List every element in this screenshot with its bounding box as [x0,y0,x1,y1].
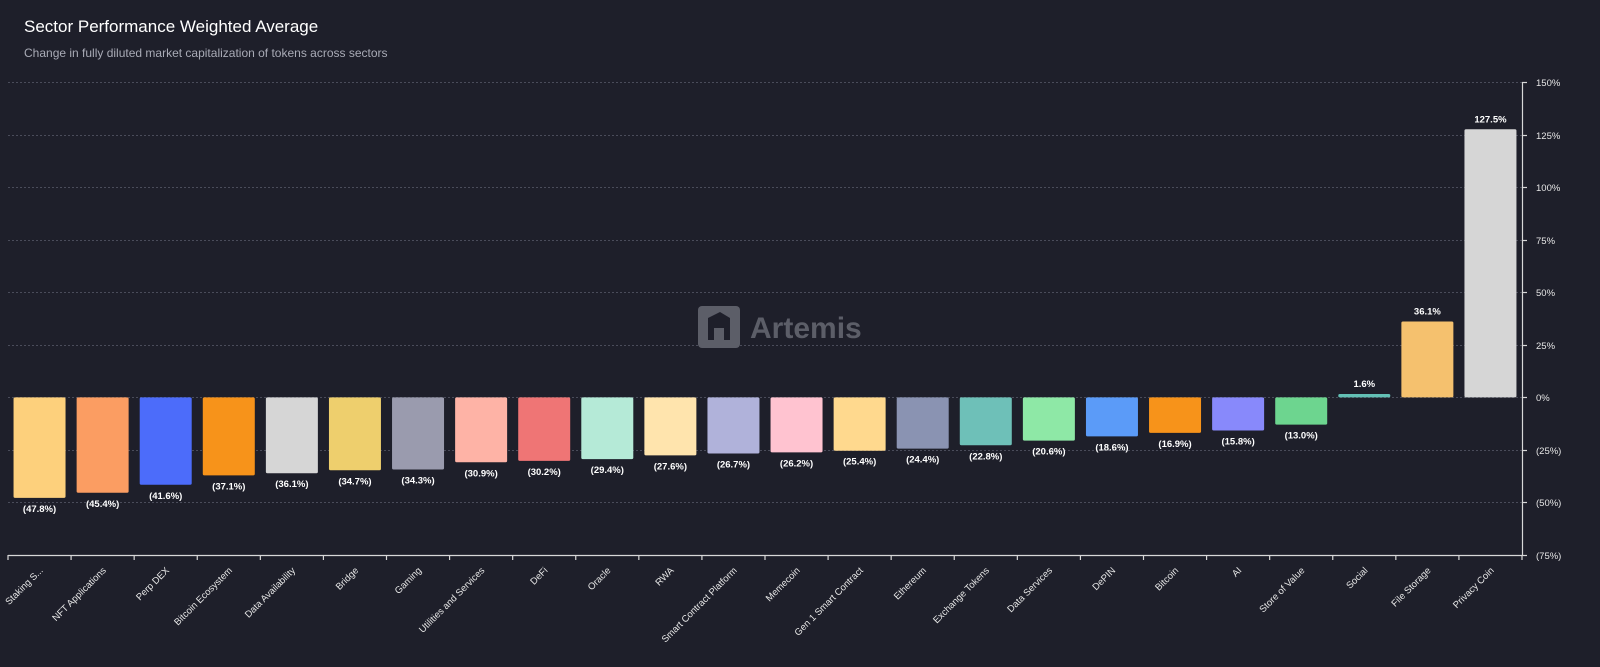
category-label: Bitcoin Ecosystem [172,565,235,628]
category-label: Exchange Tokens [931,565,992,626]
bar[interactable] [328,397,381,471]
bar-value-label: (22.8%) [969,451,1002,462]
bar-value-label: (24.4%) [906,455,939,466]
bar[interactable] [518,397,571,461]
bar[interactable] [770,397,823,453]
bar-value-label: (41.6%) [149,491,182,502]
bar-value-label: (20.6%) [1032,447,1065,458]
watermark-text: Artemis [750,312,862,345]
bar[interactable] [833,397,886,451]
bar[interactable] [13,397,66,498]
bar-value-label: (34.7%) [338,476,371,487]
bar-value-label: (45.4%) [86,499,119,510]
category-label: Privacy Coin [1451,565,1496,610]
bar-value-label: (27.6%) [654,461,687,472]
chart-subtitle: Change in fully diluted market capitaliz… [24,46,388,60]
bar[interactable] [1338,393,1391,398]
category-label: Utilities and Services [417,565,487,635]
artemis-logo-glyph [708,312,730,340]
bar-value-label: (36.1%) [275,479,308,490]
bar[interactable] [1212,397,1265,431]
bar-value-label: 1.6% [1353,379,1375,390]
y-tick-label: (25%) [1536,446,1561,457]
category-label: Data Availability [243,565,298,620]
category-label: Oracle [586,565,614,593]
artemis-watermark: Artemis [698,306,862,348]
y-tick-label: 25% [1536,341,1556,352]
bar-value-label: (34.3%) [401,475,434,486]
axes: 150% 125% 100% 75% 50% 25% 0% (25%) (50%) (75%) St… [4,78,1562,645]
category-label: File Storage [1389,565,1433,609]
category-label: Bitcoin [1153,565,1181,593]
bar-value-label: 36.1% [1414,306,1441,317]
bar[interactable] [959,397,1012,446]
bar[interactable] [139,397,192,485]
bar[interactable] [455,397,508,463]
bar-value-label: (47.8%) [23,504,56,515]
y-tick-label: 150% [1536,78,1561,89]
category-label: Bridge [334,565,361,592]
chart-title: Sector Performance Weighted Average [24,17,319,36]
bar[interactable] [581,397,634,460]
category-label: Staking S... [4,565,46,607]
category-label: RWA [653,565,677,589]
bar[interactable] [1149,397,1202,433]
bar-value-label: (25.4%) [843,457,876,468]
bar[interactable] [707,397,760,454]
bar-value-label: 127.5% [1474,114,1507,125]
bar[interactable] [644,397,697,456]
bar-value-label: (13.0%) [1285,431,1318,442]
y-tick-label: 125% [1536,131,1561,142]
category-label: Memecoin [764,565,803,604]
category-label: DeFi [528,565,550,587]
category-label: Perp DEX [134,565,172,603]
bar[interactable] [1085,397,1138,437]
bar[interactable] [1275,397,1328,425]
category-label: Gaming [393,565,424,596]
bar[interactable] [896,397,949,449]
bars: (47.8%) (45.4%) (41.6%) (37.1%) (36.1%) (34.7… [13,114,1517,515]
bar-value-label: (30.9%) [464,468,497,479]
y-tick-label: 100% [1536,183,1561,194]
bar-value-label: (18.6%) [1095,442,1128,453]
bar-value-label: (26.7%) [717,459,750,470]
y-tick-label: (50%) [1536,498,1561,509]
bar[interactable] [202,397,255,476]
category-label: DePIN [1091,565,1119,593]
bar-value-label: (37.1%) [212,481,245,492]
y-tick-label: 75% [1536,236,1556,247]
bar-value-label: (26.2%) [780,458,813,469]
category-label: Social [1344,565,1370,591]
bar-value-label: (29.4%) [591,465,624,476]
bar-value-label: (15.8%) [1221,437,1254,448]
category-label: Data Services [1005,565,1055,615]
category-label: Gen 1 Smart Contract [793,565,866,638]
y-tick-label: 50% [1536,288,1556,299]
category-label: Store of Value [1257,565,1307,615]
bar[interactable] [265,397,318,474]
y-tick-label: 0% [1536,393,1550,404]
bar[interactable] [1464,129,1517,398]
y-tick-label: (75%) [1536,551,1561,562]
category-label: NFT Applications [50,565,109,624]
bar-value-label: (30.2%) [528,467,561,478]
category-label: AI [1230,565,1244,579]
bar[interactable] [392,397,445,470]
bar[interactable] [1401,321,1454,398]
gridlines [8,82,1522,503]
bar[interactable] [76,397,129,493]
bar-value-label: (16.9%) [1158,439,1191,450]
category-label: Ethereum [892,565,929,602]
bar[interactable] [1022,397,1075,441]
